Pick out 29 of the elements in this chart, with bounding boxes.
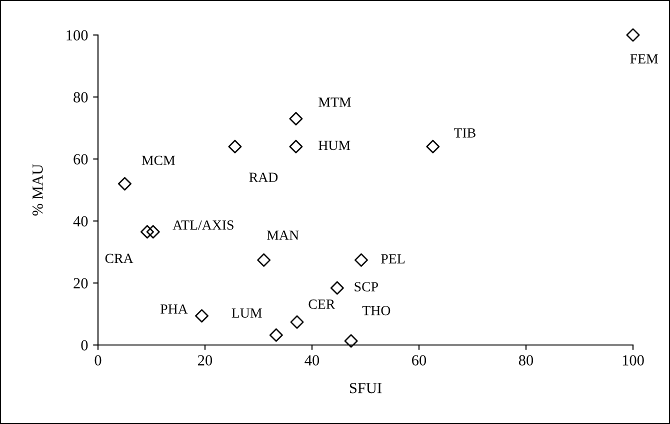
x-tick-label: 40	[304, 355, 320, 366]
annotation: LUM	[232, 308, 262, 318]
x-tick-label: 60	[412, 355, 426, 366]
annotation: MAN	[267, 230, 299, 240]
annotation: ATL/AXIS	[172, 220, 234, 230]
x-tick-label: 100	[622, 355, 644, 366]
annotation: CER	[308, 300, 336, 309]
y-tick-label: 100	[66, 30, 88, 40]
x-tick-label: 20	[198, 355, 212, 366]
annotation: HUM	[318, 140, 350, 150]
annotation: MCM	[142, 156, 175, 166]
y-tick-label: 0	[81, 340, 88, 350]
annotation: SCP	[354, 282, 378, 292]
x-tick-label: 0	[94, 355, 102, 366]
annotation: TIB	[454, 128, 476, 138]
annotation: CRA	[105, 254, 134, 264]
annotation: FEM	[630, 54, 658, 64]
annotation: RAD	[249, 172, 278, 182]
y-tick-label: 20	[74, 278, 88, 288]
y-tick-label: 60	[74, 154, 88, 164]
y-tick-label: 40	[73, 216, 88, 226]
x-tick-label: 80	[518, 355, 534, 366]
y-tick-label: 80	[74, 92, 88, 102]
annotation: PHA	[160, 304, 188, 314]
annotation: PEL	[381, 254, 405, 264]
x-axis-title: SFUI	[350, 382, 382, 394]
annotation: THO	[362, 306, 390, 316]
y-axis-title: % MAU	[32, 164, 43, 216]
annotation: MTM	[318, 98, 351, 107]
